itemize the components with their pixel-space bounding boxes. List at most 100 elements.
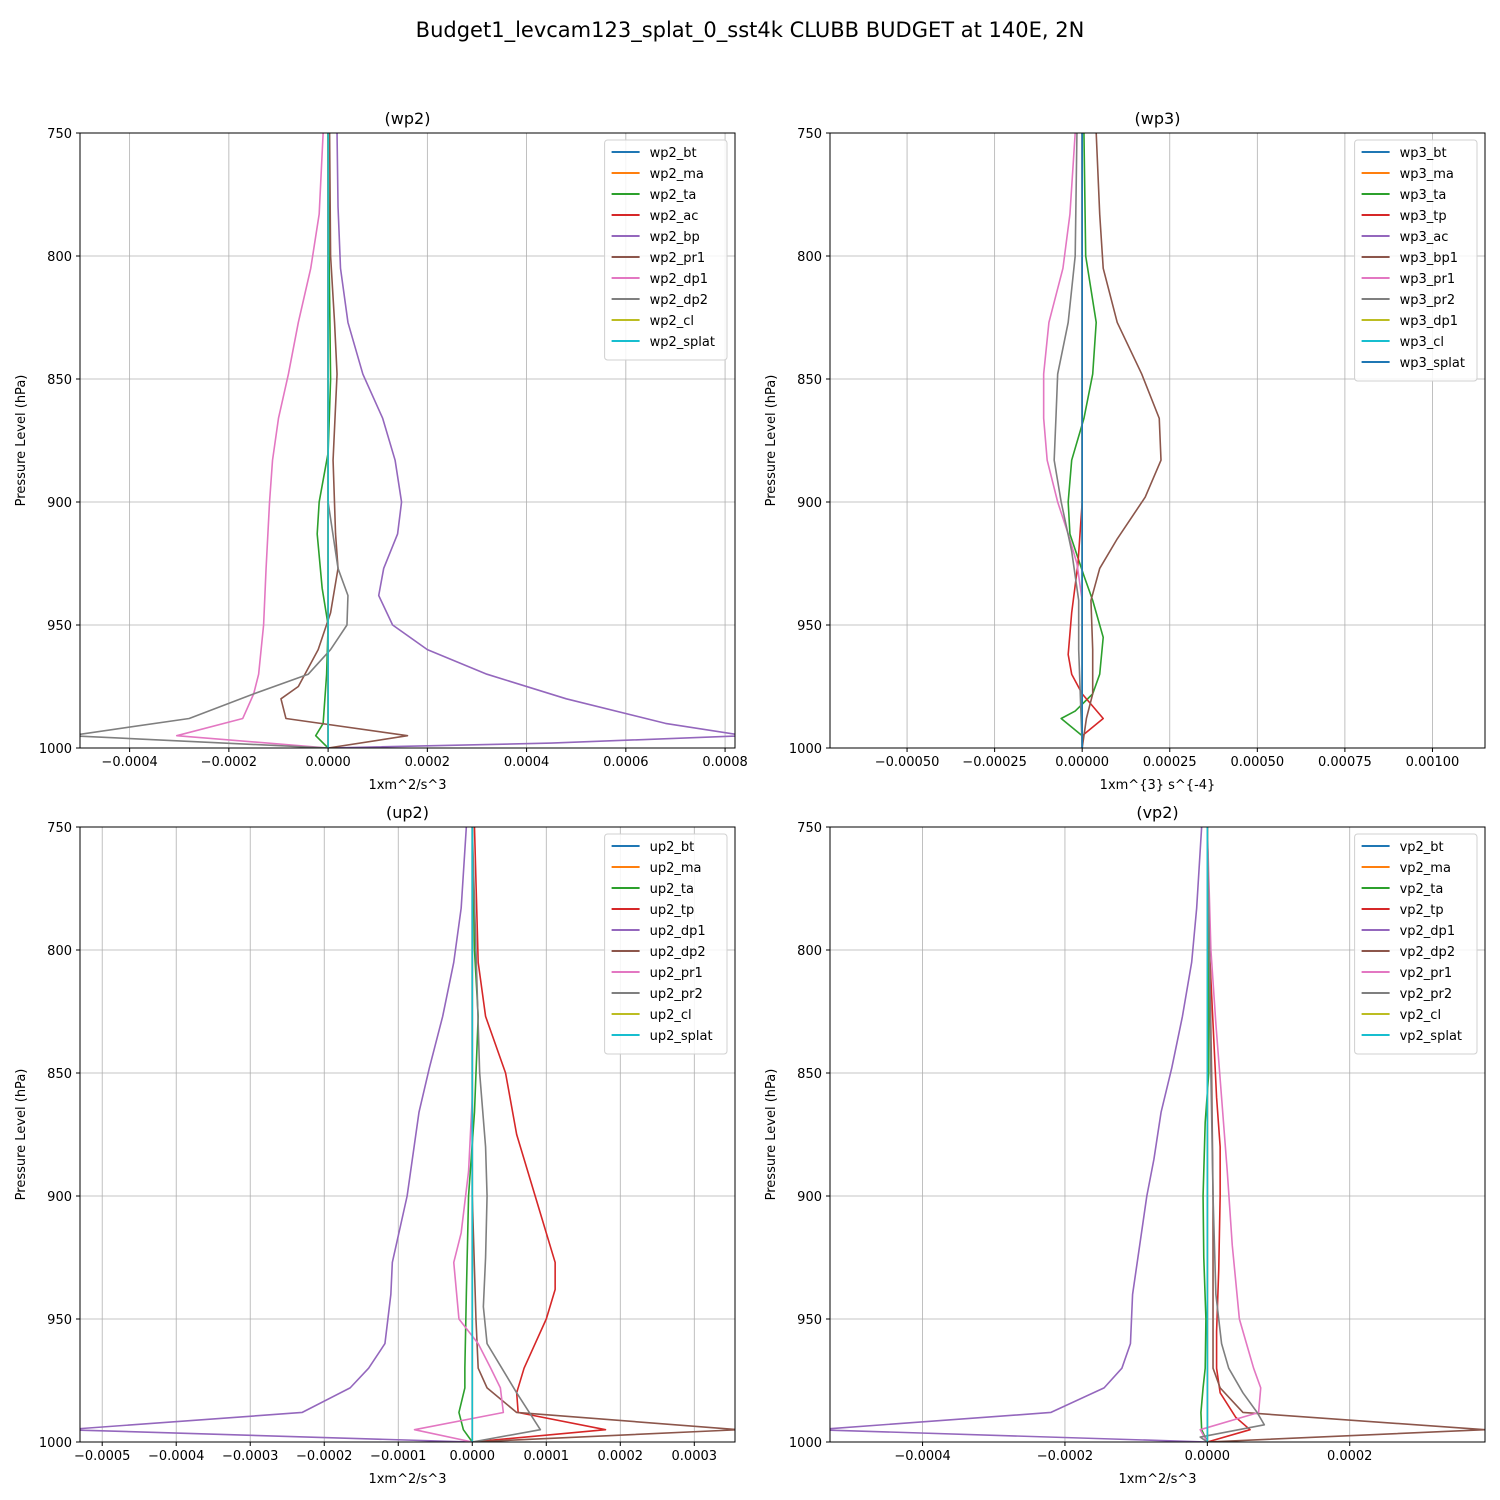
x-tick-label: 0.0002	[1327, 1449, 1373, 1464]
plot-frame	[79, 132, 736, 749]
legend-label: vp2_tp	[1400, 903, 1444, 918]
y-tick-label: 1000	[39, 1436, 72, 1451]
series-group	[80, 133, 735, 748]
x-axis-label: 1xm^2/s^3	[368, 1472, 446, 1487]
series-line-up2_pr2	[471, 827, 542, 1442]
x-axis-label: 1xm^{3} s^{-4}	[1100, 778, 1216, 793]
panel-3: −0.0005 −0.0004 −0.0003 −0.0002 −0.0001 0.000…	[14, 803, 736, 1487]
series-line-vp2_tp	[1206, 827, 1251, 1442]
y-tick-label: 750	[47, 821, 72, 836]
x-tick-label: −0.0004	[894, 1449, 950, 1464]
x-tick-label: 0.0001	[524, 1449, 570, 1464]
y-tick-label: 1000	[39, 742, 72, 757]
x-tick-label: 0.0008	[702, 755, 748, 770]
x-tick-label: 0.0000	[1185, 1449, 1231, 1464]
figure-suptitle: Budget1_levcam123_splat_0_sst4k CLUBB BU…	[416, 18, 1085, 43]
legend-label: vp2_cl	[1400, 1008, 1441, 1023]
x-tick-label: −0.0005	[74, 1449, 130, 1464]
legend-label: wp3_bp1	[1400, 251, 1458, 266]
y-tick-label: 750	[47, 127, 72, 142]
legend-label: wp2_bt	[650, 146, 697, 161]
series-line-vp2_ta	[1200, 827, 1210, 1442]
y-tick-label: 850	[797, 1067, 822, 1082]
panel-title: (wp2)	[385, 109, 431, 128]
plot-frame	[829, 132, 1486, 749]
y-tick-label: 950	[47, 1313, 72, 1328]
y-tick-label: 1000	[789, 742, 822, 757]
plot-frame	[829, 826, 1486, 1443]
legend-label: wp3_splat	[1400, 356, 1465, 371]
legend-label: vp2_dp2	[1400, 945, 1456, 960]
series-line-vp2_pr1	[1199, 827, 1262, 1442]
series-line-up2_pr1	[413, 827, 505, 1442]
panel-4: −0.0004 −0.0002 0.0000 0.0002 750 800 850 900 95…	[764, 803, 1486, 1487]
legend-label: wp2_ac	[650, 209, 699, 224]
x-tick-label: −0.0002	[201, 755, 257, 770]
legend-label: wp3_tp	[1400, 209, 1447, 224]
series-line-wp2_pr1	[280, 133, 409, 748]
legend-label: wp3_cl	[1400, 335, 1444, 350]
legend-label: vp2_dp1	[1400, 924, 1456, 939]
x-tick-label: 0.0006	[603, 755, 649, 770]
panel-title: (wp3)	[1135, 109, 1181, 128]
series-group	[80, 827, 735, 1442]
y-tick-label: 800	[47, 944, 72, 959]
legend-label: up2_cl	[650, 1008, 692, 1023]
series-line-wp3_tp	[1067, 133, 1105, 748]
legend-label: wp2_cl	[650, 314, 694, 329]
legend-label: wp3_ma	[1400, 167, 1454, 182]
y-tick-label: 750	[797, 821, 822, 836]
series-group	[830, 827, 1485, 1442]
y-tick-label: 800	[797, 944, 822, 959]
legend-label: vp2_splat	[1400, 1029, 1462, 1044]
series-line-wp3_pr1	[1042, 133, 1083, 748]
plot-frame	[79, 826, 736, 1443]
x-tick-label: 0.0002	[598, 1449, 644, 1464]
legend-label: vp2_pr1	[1400, 966, 1453, 981]
y-tick-label: 750	[797, 127, 822, 142]
legend-label: wp3_bt	[1400, 146, 1447, 161]
y-axis-label: Pressure Level (hPa)	[764, 1069, 779, 1201]
y-tick-label: 850	[797, 373, 822, 388]
legend-label: up2_tp	[650, 903, 695, 918]
legend-label: wp2_bp	[650, 230, 700, 245]
x-tick-label: 0.0000	[450, 1449, 496, 1464]
x-tick-label: −0.0002	[296, 1449, 352, 1464]
x-tick-label: −0.0004	[148, 1449, 204, 1464]
legend-label: up2_pr1	[650, 966, 703, 981]
y-tick-label: 900	[47, 1190, 72, 1205]
x-tick-label: 0.00100	[1406, 755, 1460, 770]
y-tick-label: 950	[797, 619, 822, 634]
y-tick-label: 950	[797, 1313, 822, 1328]
x-tick-label: −0.00025	[962, 755, 1027, 770]
x-axis-label: 1xm^2/s^3	[1118, 1472, 1196, 1487]
x-tick-label: 0.0004	[504, 755, 550, 770]
legend-label: wp3_pr1	[1400, 272, 1456, 287]
legend-label: vp2_bt	[1400, 840, 1444, 855]
series-line-wp3_ta	[1060, 133, 1105, 748]
x-tick-label: 0.00000	[1055, 755, 1109, 770]
legend-label: up2_dp2	[650, 945, 706, 960]
y-tick-label: 850	[47, 373, 72, 388]
legend: up2_bt up2_ma up2_ta up2_tp up2_dp1 up2_dp2up…	[604, 833, 728, 1055]
x-tick-label: −0.0002	[1037, 1449, 1093, 1464]
panel-title: (vp2)	[1136, 803, 1178, 822]
y-tick-label: 800	[797, 250, 822, 265]
legend-label: up2_ma	[650, 861, 702, 876]
series-line-wp3_bp1	[1081, 133, 1162, 748]
legend-label: up2_ta	[650, 882, 694, 897]
series-line-vp2_dp1	[830, 827, 1208, 1442]
series-group	[1042, 133, 1162, 748]
series-line-wp2_ta	[314, 133, 332, 748]
y-tick-label: 900	[47, 496, 72, 511]
x-tick-label: −0.0003	[222, 1449, 278, 1464]
legend-label: wp3_ta	[1400, 188, 1447, 203]
y-tick-label: 900	[797, 496, 822, 511]
x-tick-label: 0.0003	[672, 1449, 718, 1464]
series-line-vp2_pr2	[1199, 827, 1266, 1442]
legend: wp2_bt wp2_ma wp2_ta wp2_ac wp2_bp wp2_pr1 wp2…	[604, 139, 728, 361]
x-tick-label: 0.0000	[305, 755, 351, 770]
y-tick-label: 1000	[789, 1436, 822, 1451]
x-tick-label: −0.0001	[370, 1449, 426, 1464]
